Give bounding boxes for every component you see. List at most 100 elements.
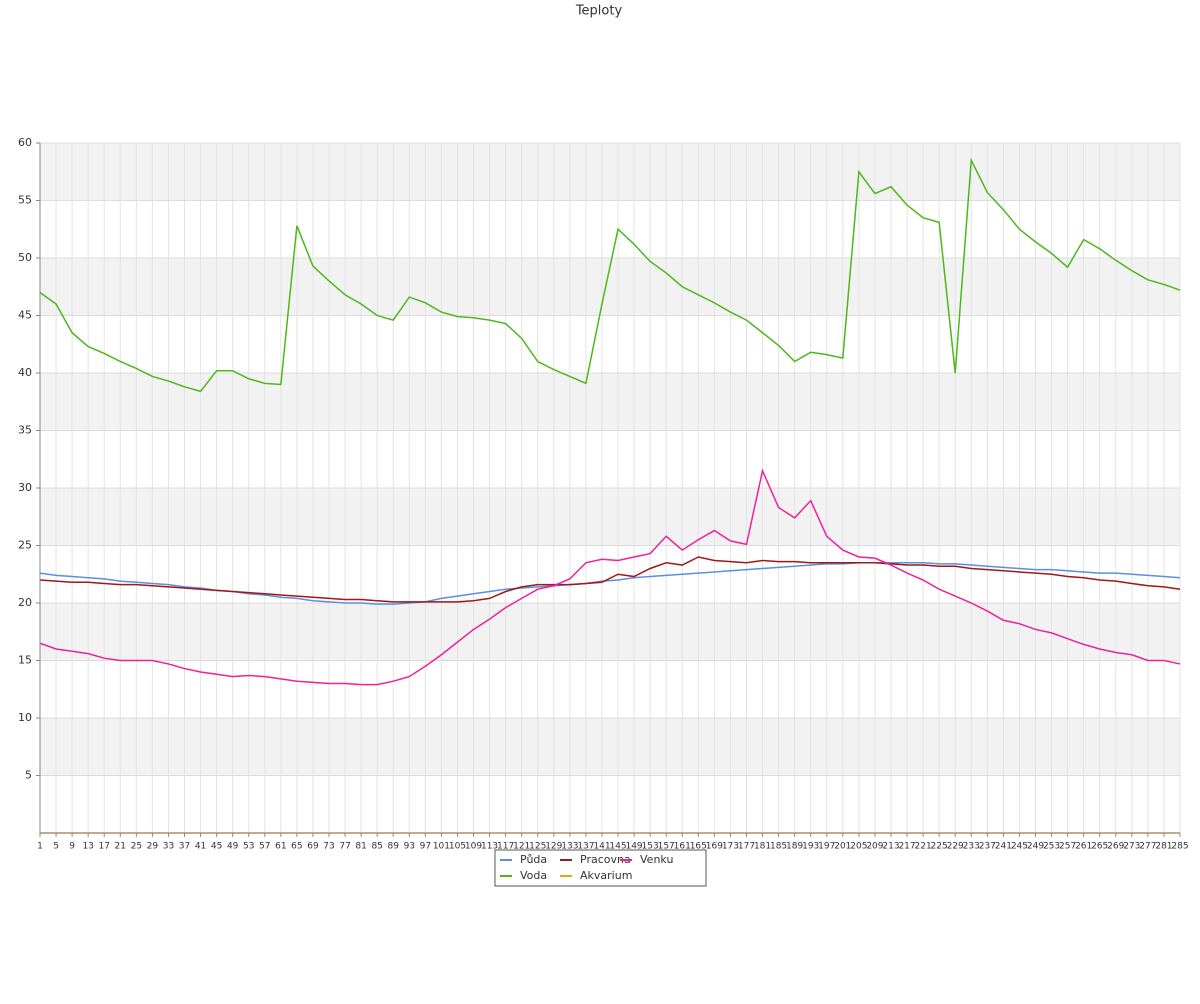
x-tick-label: 269 bbox=[1107, 842, 1124, 852]
x-tick-label: 221 bbox=[915, 842, 932, 852]
x-tick-label: 85 bbox=[371, 842, 382, 852]
x-tick-label: 21 bbox=[115, 842, 126, 852]
x-tick-label: 169 bbox=[706, 842, 723, 852]
x-tick-label: 5 bbox=[53, 842, 59, 852]
x-tick-label: 265 bbox=[1091, 842, 1108, 852]
x-tick-label: 77 bbox=[339, 842, 350, 852]
x-tick-label: 133 bbox=[561, 842, 578, 852]
x-tick-label: 185 bbox=[770, 842, 787, 852]
chart-title: Teploty bbox=[575, 4, 623, 19]
x-tick-label: 45 bbox=[211, 842, 222, 852]
x-tick-label: 81 bbox=[355, 842, 366, 852]
x-tick-label: 253 bbox=[1043, 842, 1060, 852]
x-tick-label: 257 bbox=[1059, 842, 1076, 852]
x-tick-label: 93 bbox=[404, 842, 415, 852]
x-tick-label: 17 bbox=[98, 842, 109, 852]
series-line bbox=[39, 157, 1181, 393]
y-tick-label: 35 bbox=[18, 424, 32, 437]
y-tick-label: 5 bbox=[25, 769, 32, 782]
x-tick-label: 61 bbox=[275, 842, 286, 852]
x-tick-label: 285 bbox=[1171, 842, 1188, 852]
y-tick-label: 30 bbox=[18, 481, 32, 494]
x-tick-label: 225 bbox=[931, 842, 948, 852]
x-tick-label: 237 bbox=[979, 842, 996, 852]
grid-band bbox=[40, 373, 1180, 431]
x-tick-label: 193 bbox=[802, 842, 819, 852]
x-tick-label: 277 bbox=[1139, 842, 1156, 852]
x-tick-label: 157 bbox=[658, 842, 675, 852]
x-tick-label: 177 bbox=[738, 842, 755, 852]
x-tick-label: 125 bbox=[529, 842, 546, 852]
x-tick-label: 105 bbox=[449, 842, 466, 852]
x-tick-label: 141 bbox=[593, 842, 610, 852]
x-tick-label: 181 bbox=[754, 842, 771, 852]
x-tick-label: 281 bbox=[1155, 842, 1172, 852]
x-tick-label: 73 bbox=[323, 842, 334, 852]
legend-label: Venku bbox=[640, 853, 673, 866]
legend-label: Pracovna bbox=[580, 853, 631, 866]
x-tick-label: 49 bbox=[227, 842, 239, 852]
x-tick-label: 137 bbox=[577, 842, 594, 852]
x-tick-label: 213 bbox=[882, 842, 899, 852]
x-tick-label: 129 bbox=[545, 842, 562, 852]
x-tick-label: 153 bbox=[642, 842, 659, 852]
series-line bbox=[39, 468, 1181, 686]
y-tick-label: 10 bbox=[18, 711, 32, 724]
legend-box bbox=[494, 849, 707, 887]
x-tick-label: 197 bbox=[818, 842, 835, 852]
x-tick-label: 113 bbox=[481, 842, 498, 852]
legend-label: Voda bbox=[520, 869, 547, 882]
x-tick-label: 149 bbox=[625, 842, 642, 852]
y-tick-label: 20 bbox=[18, 596, 32, 609]
x-tick-label: 165 bbox=[690, 842, 707, 852]
x-tick-label: 33 bbox=[163, 842, 174, 852]
x-tick-label: 9 bbox=[69, 842, 75, 852]
series-line bbox=[39, 556, 1181, 603]
x-tick-label: 145 bbox=[609, 842, 626, 852]
x-tick-label: 1 bbox=[37, 842, 43, 852]
x-tick-label: 37 bbox=[179, 842, 190, 852]
y-tick-label: 25 bbox=[18, 539, 32, 552]
x-tick-label: 101 bbox=[433, 842, 450, 852]
x-tick-label: 209 bbox=[866, 842, 883, 852]
x-tick-label: 89 bbox=[388, 842, 400, 852]
legend-label: Půda bbox=[520, 853, 547, 866]
x-tick-label: 121 bbox=[513, 842, 530, 852]
grid-band bbox=[40, 143, 1180, 201]
y-tick-label: 45 bbox=[18, 309, 32, 322]
y-tick-label: 60 bbox=[18, 136, 32, 149]
y-tick-label: 40 bbox=[18, 366, 32, 379]
x-tick-label: 261 bbox=[1075, 842, 1092, 852]
x-tick-label: 233 bbox=[963, 842, 980, 852]
x-tick-label: 245 bbox=[1011, 842, 1028, 852]
x-tick-label: 41 bbox=[195, 842, 206, 852]
x-tick-label: 217 bbox=[898, 842, 915, 852]
x-tick-label: 241 bbox=[995, 842, 1012, 852]
x-tick-label: 97 bbox=[420, 842, 431, 852]
x-tick-label: 57 bbox=[259, 842, 270, 852]
x-tick-label: 273 bbox=[1123, 842, 1140, 852]
x-tick-label: 229 bbox=[947, 842, 964, 852]
x-tick-label: 65 bbox=[291, 842, 302, 852]
x-tick-label: 109 bbox=[465, 842, 482, 852]
x-tick-label: 117 bbox=[497, 842, 514, 852]
x-tick-label: 189 bbox=[786, 842, 803, 852]
x-tick-label: 249 bbox=[1027, 842, 1044, 852]
y-tick-label: 15 bbox=[18, 654, 32, 667]
x-tick-label: 161 bbox=[674, 842, 691, 852]
x-tick-label: 53 bbox=[243, 842, 254, 852]
y-tick-label: 55 bbox=[18, 194, 32, 207]
y-tick-label: 50 bbox=[18, 251, 32, 264]
x-tick-label: 201 bbox=[834, 842, 851, 852]
x-tick-label: 69 bbox=[307, 842, 319, 852]
series-line bbox=[39, 562, 1181, 605]
x-tick-label: 29 bbox=[147, 842, 159, 852]
x-tick-label: 13 bbox=[82, 842, 93, 852]
x-tick-label: 205 bbox=[850, 842, 867, 852]
grid-band bbox=[40, 488, 1180, 546]
legend-label: Akvarium bbox=[580, 869, 632, 882]
grid-band bbox=[40, 603, 1180, 661]
grid-band bbox=[40, 718, 1180, 776]
